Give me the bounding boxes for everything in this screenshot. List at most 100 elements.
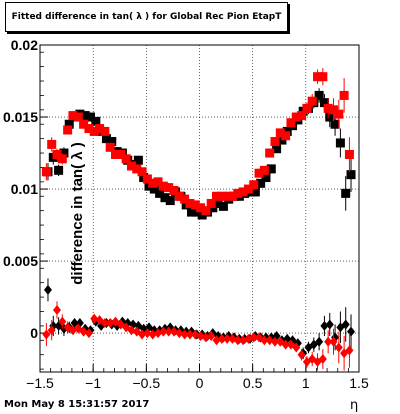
data-point-square <box>89 126 99 136</box>
data-point-square <box>275 128 285 138</box>
data-point-square <box>190 200 200 210</box>
data-point-square <box>121 154 131 164</box>
data-point-square <box>148 178 158 188</box>
data-point-square <box>233 188 243 198</box>
data-point-diamond <box>217 333 226 344</box>
data-point-diamond <box>164 326 173 337</box>
data-point-diamond <box>265 335 274 346</box>
data-point-diamond <box>84 328 93 339</box>
data-point-square <box>330 119 340 129</box>
data-point-square <box>266 164 276 174</box>
data-point-diamond <box>228 333 237 344</box>
data-point-square <box>142 174 152 184</box>
data-point-square <box>63 125 73 135</box>
data-point-square <box>270 137 280 147</box>
data-point-square <box>313 72 323 82</box>
data-point-square <box>243 184 253 194</box>
data-point-square <box>52 149 62 159</box>
x-tick-label: 1 <box>302 375 310 391</box>
data-point-square <box>212 191 222 201</box>
data-point-square <box>54 165 64 175</box>
data-point-square <box>335 138 345 148</box>
y-tick-label: 0 <box>30 325 38 341</box>
data-point-square <box>105 142 115 152</box>
data-point-square <box>153 177 163 187</box>
data-point-diamond <box>201 332 210 343</box>
data-point-diamond <box>244 333 253 344</box>
data-point-diamond <box>196 330 205 341</box>
data-point-diamond <box>281 339 290 350</box>
x-axis-label: η <box>350 398 359 413</box>
data-point-square <box>169 185 179 195</box>
data-point-square <box>323 103 333 113</box>
data-point-square <box>86 112 96 122</box>
data-point-diamond <box>341 319 350 330</box>
data-point-diamond <box>320 320 329 331</box>
data-point-square <box>132 164 142 174</box>
data-point-square <box>196 203 206 213</box>
data-point-diamond <box>270 336 279 347</box>
data-point-diamond <box>53 305 62 316</box>
data-point-diamond <box>249 332 258 343</box>
data-point-diamond <box>223 333 232 344</box>
data-point-square <box>272 144 282 154</box>
data-point-square <box>137 167 147 177</box>
x-tick-label: 0 <box>196 375 204 391</box>
data-point-square <box>238 187 248 197</box>
data-point-square <box>259 165 269 175</box>
data-point-diamond <box>212 335 221 346</box>
y-tick-label: 0.005 <box>3 253 38 269</box>
data-point-diamond <box>106 318 115 329</box>
data-point-diamond <box>260 335 269 346</box>
data-point-diamond <box>127 325 136 336</box>
data-point-square <box>256 178 266 188</box>
data-point-square <box>339 90 349 100</box>
data-point-diamond <box>43 284 52 295</box>
data-point-diamond <box>325 319 334 330</box>
data-point-diamond <box>329 336 338 347</box>
data-point-diamond <box>70 318 79 329</box>
data-point-square <box>73 112 83 122</box>
data-point-square <box>79 119 89 129</box>
data-point-square <box>328 105 338 115</box>
data-point-diamond <box>239 335 248 346</box>
data-point-square <box>318 72 328 82</box>
data-point-square <box>100 126 110 136</box>
data-point-diamond <box>207 330 216 341</box>
data-point-square <box>158 181 168 191</box>
data-point-square <box>101 134 111 144</box>
data-point-square <box>297 111 307 121</box>
data-point-diamond <box>159 326 168 337</box>
data-point-square <box>281 131 291 141</box>
data-point-square <box>265 148 275 158</box>
x-tick-label: 1.5 <box>349 375 369 391</box>
data-point-diamond <box>148 329 157 340</box>
data-point-square <box>149 184 159 194</box>
data-point-diamond <box>315 336 324 347</box>
data-point-diamond <box>345 345 354 356</box>
data-point-diamond <box>68 325 77 336</box>
data-point-diamond <box>42 329 51 340</box>
data-point-square <box>64 119 74 129</box>
data-point-square <box>174 191 184 201</box>
data-point-square <box>218 201 228 211</box>
data-point-diamond <box>100 318 109 329</box>
data-point-diamond <box>292 342 301 353</box>
data-point-diamond <box>58 316 67 327</box>
data-point-diamond <box>143 328 152 339</box>
data-point-diamond <box>122 322 131 333</box>
data-point-diamond <box>185 329 194 340</box>
data-point-square <box>68 111 78 121</box>
data-point-diamond <box>297 349 306 360</box>
data-point-square <box>334 109 344 119</box>
data-point-square <box>344 149 354 159</box>
data-point-square <box>95 124 105 134</box>
data-point-square <box>346 170 356 180</box>
data-point-square <box>325 112 335 122</box>
data-point-diamond <box>191 329 200 340</box>
data-point-square <box>164 183 174 193</box>
data-point-square <box>155 188 165 198</box>
y-tick-label: 0.015 <box>3 109 38 125</box>
data-point-square <box>302 103 312 113</box>
